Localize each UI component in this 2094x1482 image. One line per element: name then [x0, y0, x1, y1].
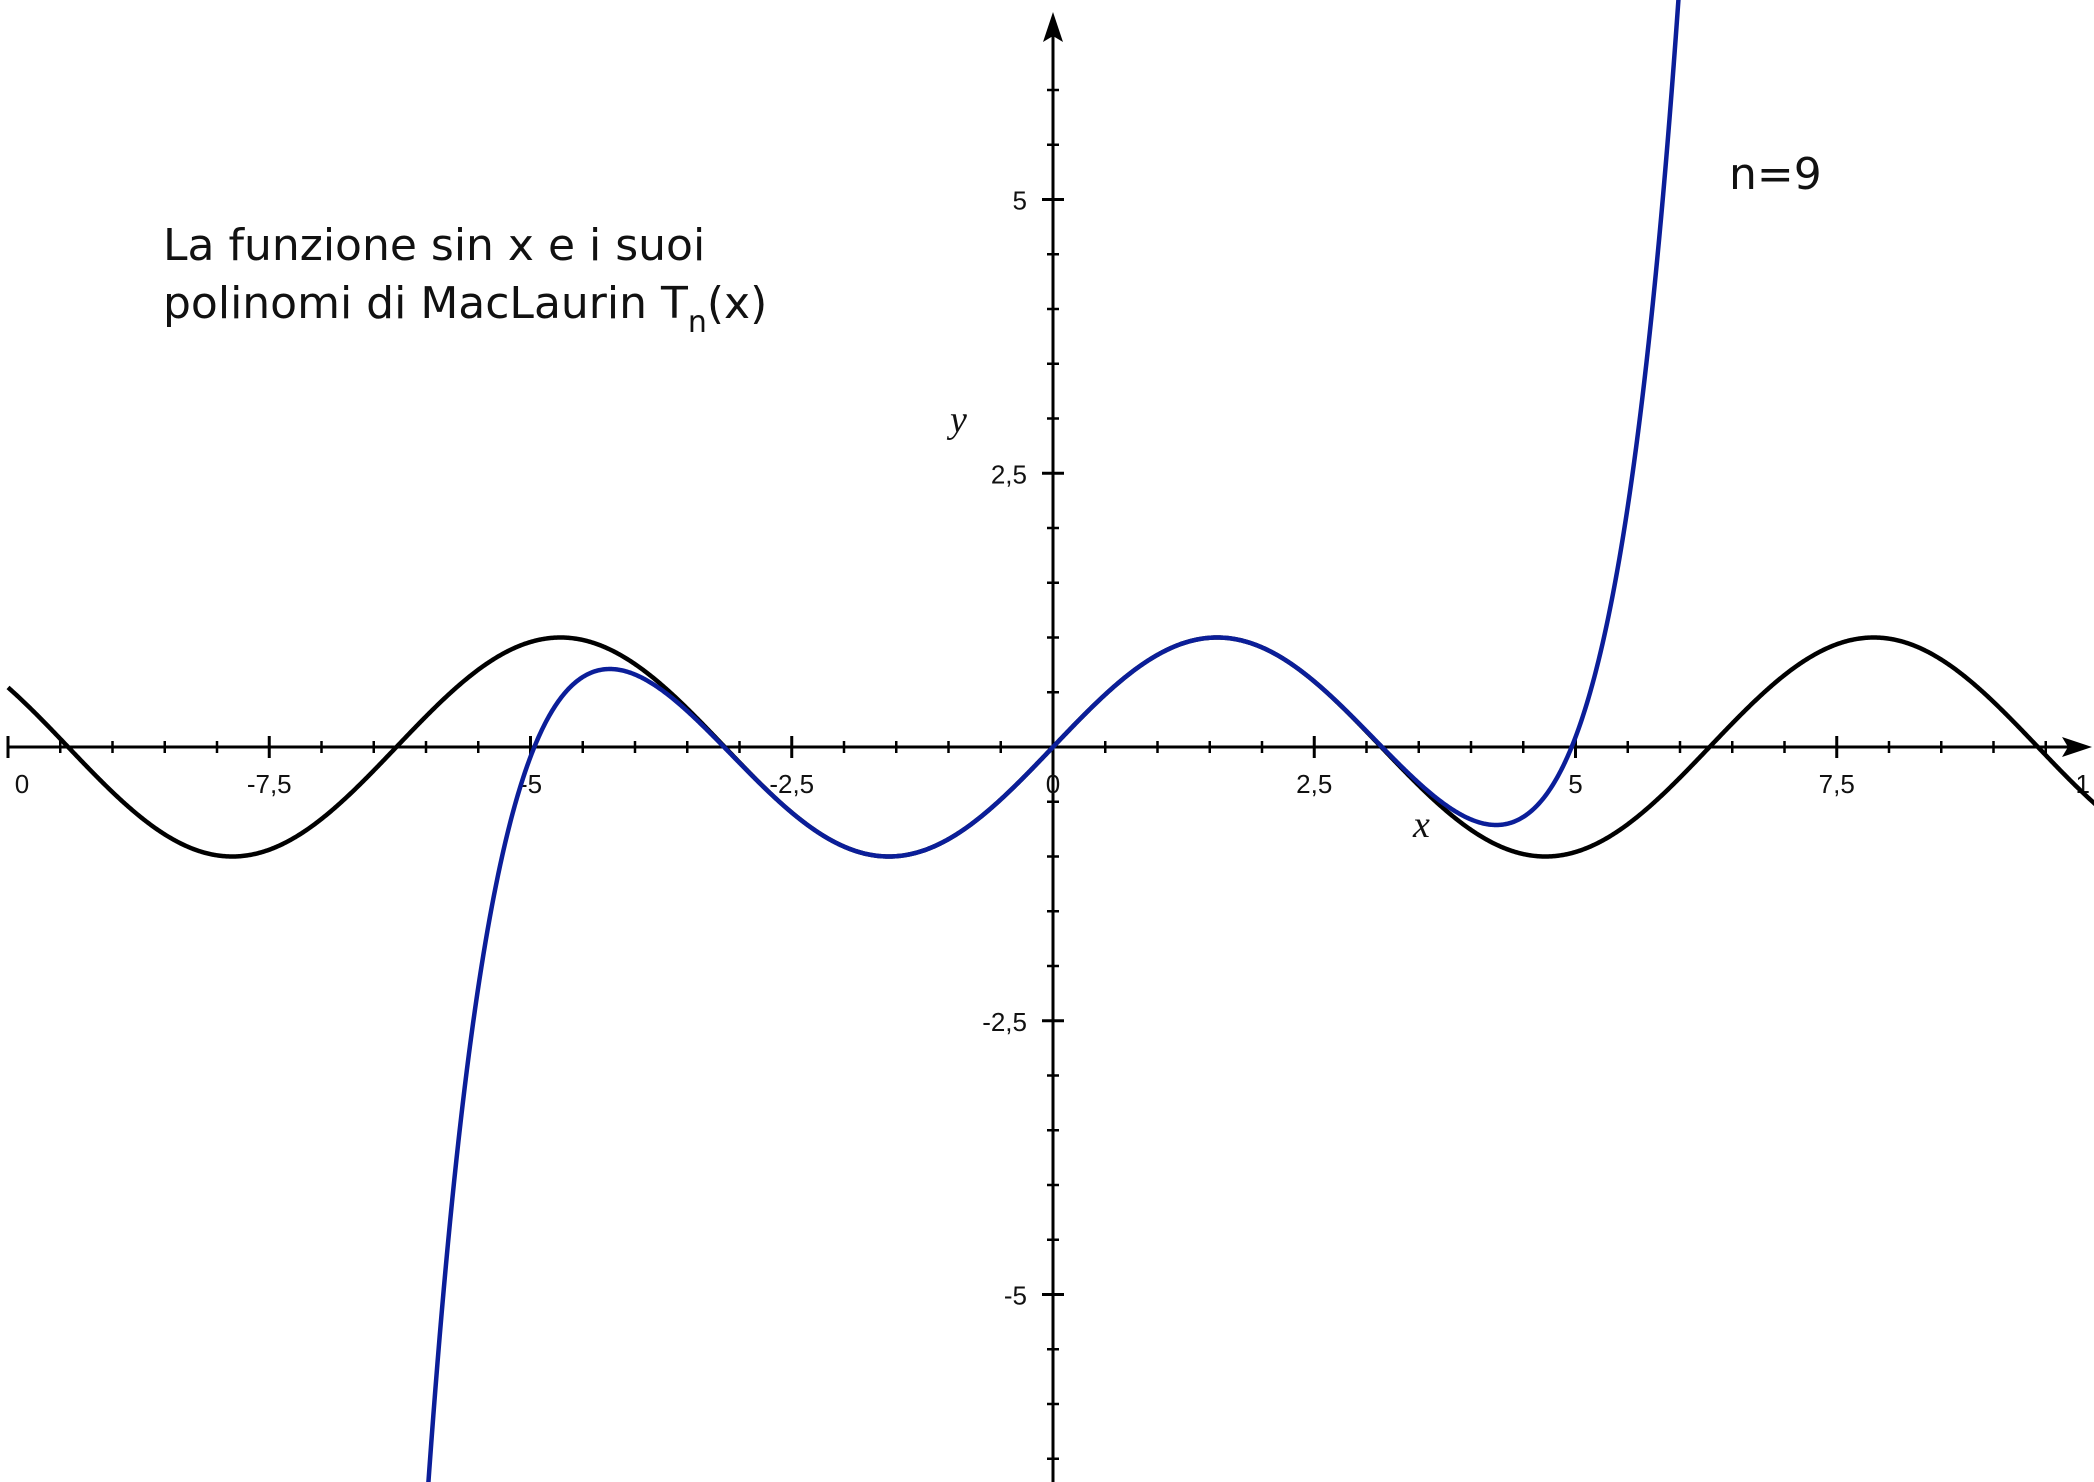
x-tick-label: 0: [1046, 769, 1060, 799]
curves: [6, 0, 2094, 1482]
x-tick-label: -2,5: [769, 769, 814, 799]
y-axis-arrow: [1043, 12, 1063, 42]
annotation-line2-prefix: polinomi di MacLaurin T: [163, 278, 688, 329]
x-tick-label: 5: [1568, 769, 1582, 799]
y-tick-label: -5: [1004, 1281, 1027, 1311]
n-label: n=9: [1729, 149, 1822, 200]
annotation-line1: La funzione sin x e i suoi: [163, 220, 705, 271]
x-tick-label: -7,5: [247, 769, 292, 799]
x-tick-label: 7,5: [1819, 769, 1855, 799]
y-axis-label: y: [946, 399, 967, 441]
x-tick-label: 0: [15, 769, 29, 799]
x-tick-label: 2,5: [1296, 769, 1332, 799]
y-tick-label: 2,5: [991, 459, 1027, 489]
annotation-line2-suffix: (x): [707, 278, 767, 329]
series-maclaurin-t9: [426, 0, 1681, 1482]
x-axis-label: x: [1412, 804, 1430, 846]
y-tick-label: -2,5: [982, 1007, 1027, 1037]
y-tick-label: 5: [1013, 186, 1027, 216]
annotation-line2-subscript: n: [688, 305, 707, 340]
x-axis-arrow: [2062, 737, 2092, 757]
ticks: 0 -7,5 -5 -2,5 0 2,5 5 7,5 152,5-2,5-5: [6, 88, 2090, 1460]
annotation-line2: polinomi di MacLaurin Tn(x): [163, 278, 767, 340]
